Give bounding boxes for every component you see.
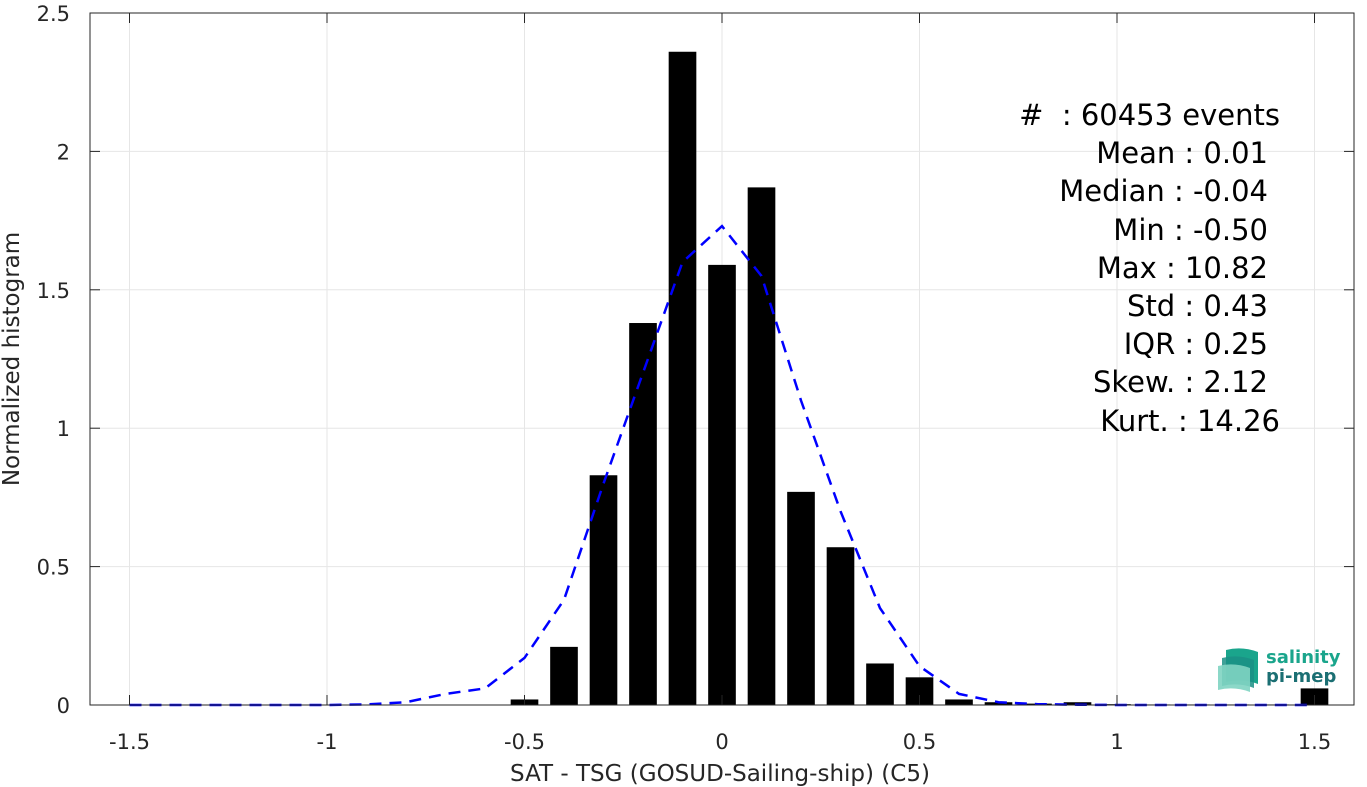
stat-max: Max : 10.82 (1096, 250, 1268, 285)
y-tick-label: 1 (57, 417, 70, 441)
histogram-bar (826, 547, 855, 705)
logo-word-salinity: salinity (1266, 647, 1341, 668)
x-tick-label: 1.5 (1298, 730, 1331, 754)
y-tick-label: 0 (57, 694, 70, 718)
stat-min: Min : -0.50 (1113, 212, 1268, 247)
logo-waves-icon (1218, 648, 1258, 692)
histogram-bar (747, 187, 776, 705)
stat-skew: Skew. : 2.12 (1092, 365, 1268, 400)
stat-median: Median : -0.04 (1059, 174, 1268, 209)
x-tick-label: -1.5 (109, 730, 150, 754)
x-tick-label: 0 (715, 730, 728, 754)
x-tick-label: 0.5 (903, 730, 936, 754)
histogram-bar (668, 51, 697, 705)
x-tick-label: -0.5 (504, 730, 545, 754)
y-tick-label: 1.5 (37, 279, 70, 303)
stat-std: Std : 0.43 (1127, 289, 1268, 324)
stat-kurt: Kurt. : 14.26 (1100, 403, 1280, 438)
histogram-bar (550, 646, 578, 705)
stat-events: # : 60453 events (1019, 98, 1280, 132)
histogram-bar (984, 702, 1013, 705)
x-axis-label: SAT - TSG (GOSUD-Sailing-ship) (C5) (510, 761, 930, 787)
histogram-bar (708, 264, 736, 705)
stat-iqr: IQR : 0.25 (1123, 327, 1268, 362)
stat-mean: Mean : 0.01 (1096, 136, 1268, 171)
x-axis-ticks: -1.5 -1 -0.5 0 0.5 1 1.5 (109, 13, 1331, 754)
histogram-bar (866, 663, 894, 705)
histogram-bar (945, 699, 973, 705)
x-tick-label: 1 (1110, 730, 1123, 754)
y-tick-label: 2.5 (37, 2, 70, 26)
histogram-bar (629, 323, 657, 705)
y-axis-label: Normalized histogram (0, 232, 25, 486)
y-tick-label: 0.5 (37, 556, 70, 580)
y-tick-label: 2 (57, 140, 70, 164)
statistics-panel: # : 60453 events Mean : 0.01 Median : -0… (960, 96, 1280, 440)
salinity-pi-mep-logo: salinity pi-mep (1216, 646, 1346, 694)
x-tick-label: -1 (317, 730, 338, 754)
histogram-bars (510, 51, 1329, 705)
histogram-bar (787, 491, 815, 705)
y-axis-ticks: 0 0.5 1 1.5 2 2.5 (37, 2, 1354, 718)
logo-word-pi-mep: pi-mep (1266, 666, 1337, 687)
